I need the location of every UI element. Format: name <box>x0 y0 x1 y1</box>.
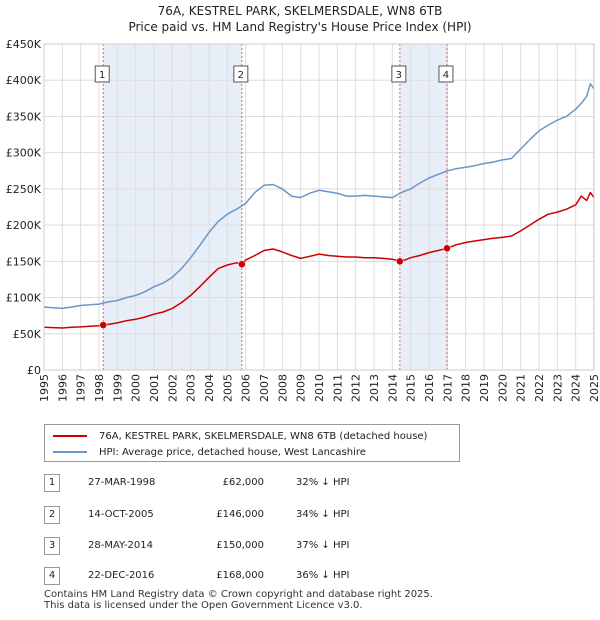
legend-label-hpi: HPI: Average price, detached house, West… <box>99 446 366 458</box>
transaction-row: 1 27-MAR-1998 £62,000 32% ↓ HPI <box>44 474 464 492</box>
legend-swatch-property <box>53 435 87 437</box>
sale-label: 3 <box>396 70 402 81</box>
x-tick-label: 1999 <box>111 374 124 402</box>
axes: £0 £50K £100K £150K £200K £250K £300K £350K £400… <box>6 38 600 402</box>
y-tick-label: £250K <box>6 183 42 196</box>
series <box>43 83 595 329</box>
legend-item-property: 76A, KESTREL PARK, SKELMERSDALE, WN8 6TB… <box>53 429 427 443</box>
x-tick-label: 2021 <box>515 374 528 402</box>
x-tick-label: 2017 <box>441 374 454 402</box>
transaction-row: 2 14-OCT-2005 £146,000 34% ↓ HPI <box>44 506 464 524</box>
transaction-number: 2 <box>44 506 60 524</box>
legend-item-hpi: HPI: Average price, detached house, West… <box>53 445 366 459</box>
y-tick-label: £350K <box>6 110 42 123</box>
y-tick-label: £100K <box>6 292 42 305</box>
x-tick-label: 2010 <box>313 374 326 402</box>
transaction-date: 14-OCT-2005 <box>88 509 154 520</box>
x-tick-label: 1995 <box>38 374 51 402</box>
transaction-row: 4 22-DEC-2016 £168,000 36% ↓ HPI <box>44 567 464 585</box>
transaction-price: £62,000 <box>222 477 264 488</box>
sale-label-box <box>94 65 110 83</box>
transaction-price: £146,000 <box>216 509 264 520</box>
x-tick-label: 2024 <box>570 374 583 402</box>
transaction-date: 27-MAR-1998 <box>88 477 156 488</box>
legend-swatch-hpi <box>53 451 87 453</box>
sale-label: 1 <box>99 70 105 81</box>
y-tick-label: £300K <box>6 147 42 160</box>
y-tick-label: £200K <box>6 219 42 232</box>
x-tick-label: 2013 <box>368 374 381 402</box>
shaded-periods <box>103 44 447 370</box>
x-tick-label: 2006 <box>240 374 253 402</box>
x-tick-label: 2004 <box>203 374 216 402</box>
transaction-date: 28-MAY-2014 <box>88 540 154 551</box>
transaction-price: £168,000 <box>216 570 264 581</box>
sale-label-box <box>233 65 249 83</box>
y-tick-label: £450K <box>6 38 42 51</box>
x-tick-label: 2022 <box>533 374 546 402</box>
sale-label: 2 <box>238 70 244 81</box>
x-tick-label: 2018 <box>460 374 473 402</box>
y-tick-label: £50K <box>13 328 42 341</box>
x-tick-label: 2012 <box>350 374 363 402</box>
legend: 76A, KESTREL PARK, SKELMERSDALE, WN8 6TB… <box>44 424 460 462</box>
legend-label-property: 76A, KESTREL PARK, SKELMERSDALE, WN8 6TB… <box>99 430 428 442</box>
x-tick-label: 2014 <box>386 374 399 402</box>
footer: Contains HM Land Registry data © Crown c… <box>44 589 433 611</box>
sale-label-box <box>438 65 454 83</box>
x-tick-label: 2008 <box>276 374 289 402</box>
x-tick-label: 2003 <box>185 374 198 402</box>
y-tick-label: £0 <box>27 364 41 377</box>
x-tick-label: 1996 <box>56 374 69 402</box>
sale-point <box>99 321 107 329</box>
x-tick-label: 2000 <box>130 374 143 402</box>
y-tick-label: £400K <box>6 74 42 87</box>
x-tick-label: 2007 <box>258 374 271 402</box>
transaction-price: £150,000 <box>216 540 264 551</box>
chart-title: 76A, KESTREL PARK, SKELMERSDALE, WN8 6TB <box>157 4 443 18</box>
x-tick-label: 2016 <box>423 374 436 402</box>
sale-label-box <box>391 65 407 83</box>
transaction-hpi: 32% ↓ HPI <box>296 477 350 488</box>
x-tick-label: 2009 <box>295 374 308 402</box>
sale-point <box>396 257 404 266</box>
sale-points <box>99 244 451 329</box>
transaction-number: 1 <box>44 474 60 492</box>
x-tick-label: 2005 <box>221 374 234 402</box>
transaction-date: 22-DEC-2016 <box>88 570 155 581</box>
transaction-row: 3 28-MAY-2014 £150,000 37% ↓ HPI <box>44 537 464 555</box>
y-tick-label: £150K <box>6 255 42 268</box>
property-price-line <box>43 191 595 329</box>
transaction-number: 3 <box>44 537 60 555</box>
shaded-period <box>399 44 447 370</box>
footer-copyright: Contains HM Land Registry data © Crown c… <box>44 589 433 600</box>
transaction-number: 4 <box>44 567 60 585</box>
sale-point <box>443 244 451 253</box>
price-chart: 1 2 3 4 £0 £50K £100K £150K £200K £250K £300K £350… <box>6 38 600 402</box>
sale-point <box>238 260 246 268</box>
transaction-hpi: 34% ↓ HPI <box>296 509 350 520</box>
sale-labels: 1 2 3 4 <box>94 65 454 83</box>
x-tick-label: 2020 <box>496 374 509 402</box>
chart-subtitle: Price paid vs. HM Land Registry's House … <box>128 20 472 34</box>
x-tick-label: 2001 <box>148 374 161 402</box>
transaction-hpi: 37% ↓ HPI <box>296 540 350 551</box>
hpi-line <box>43 83 595 310</box>
x-tick-label: 1998 <box>93 374 106 402</box>
x-tick-label: 2002 <box>166 374 179 402</box>
x-tick-label: 2015 <box>405 374 418 402</box>
transaction-hpi: 36% ↓ HPI <box>296 570 350 581</box>
x-tick-label: 2025 <box>588 374 600 402</box>
sale-label: 4 <box>443 70 449 81</box>
footer-licence: This data is licensed under the Open Gov… <box>44 600 363 611</box>
plot-frame <box>43 43 595 371</box>
x-tick-label: 1997 <box>75 374 88 402</box>
x-tick-label: 2023 <box>551 374 564 402</box>
x-tick-label: 2019 <box>478 374 491 402</box>
x-tick-label: 2011 <box>331 374 344 402</box>
